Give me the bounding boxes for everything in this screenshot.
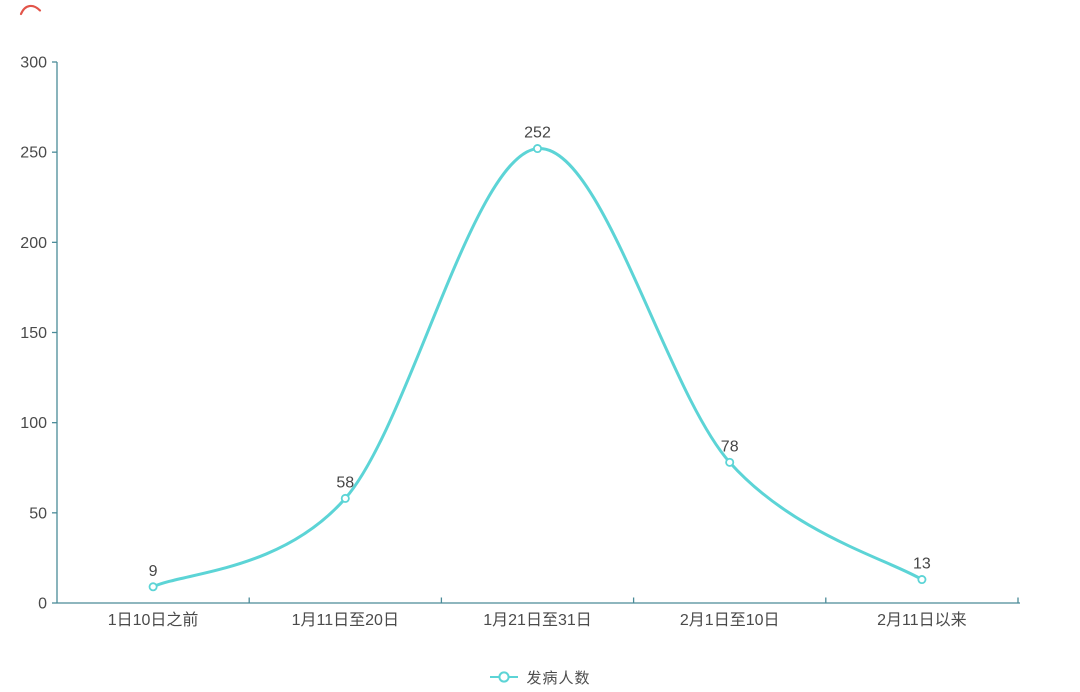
y-axis-label: 200 (20, 235, 47, 252)
data-point-marker[interactable] (533, 144, 543, 154)
legend-line-icon (490, 671, 519, 683)
x-axis-label: 2月11日以来 (877, 611, 967, 629)
x-axis-label: 1月11日至20日 (292, 612, 399, 629)
data-point-value: 78 (721, 438, 739, 455)
legend-label: 发病人数 (526, 669, 591, 687)
y-axis-label: 100 (20, 415, 47, 432)
data-point-marker[interactable] (340, 493, 350, 503)
red-scribble-icon (19, 4, 42, 16)
legend-item[interactable]: 发病人数 (0, 663, 1080, 691)
data-point-value: 252 (524, 125, 551, 142)
x-axis-label: 2月1日至10日 (680, 612, 780, 629)
data-point-value: 9 (149, 563, 158, 580)
data-point-marker[interactable] (148, 582, 158, 592)
y-axis-label: 250 (20, 145, 47, 162)
y-axis-label: 300 (20, 55, 47, 72)
x-axis-label: 1月21日至31日 (483, 612, 592, 629)
data-point-value: 58 (336, 474, 354, 491)
data-point-marker[interactable] (917, 575, 927, 585)
data-point-value: 13 (913, 556, 931, 573)
x-axis-label: 1日10日之前 (108, 611, 199, 629)
y-axis-label: 150 (20, 325, 47, 342)
y-axis-label: 0 (38, 596, 47, 613)
y-axis-label: 50 (29, 505, 47, 522)
data-point-marker[interactable] (725, 457, 735, 467)
series-line (151, 147, 924, 589)
